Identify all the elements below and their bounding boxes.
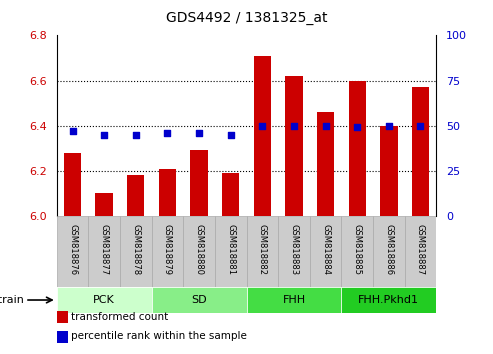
Text: GSM818878: GSM818878 [131, 224, 141, 275]
Bar [349, 81, 366, 216]
Point [258, 123, 266, 129]
Bar [120, 216, 152, 287]
Text: GSM818883: GSM818883 [289, 224, 298, 275]
Bar [57, 216, 88, 287]
Text: FHH.Pkhd1: FHH.Pkhd1 [358, 295, 420, 305]
Point [164, 130, 172, 136]
Bar [159, 169, 176, 216]
Bar [64, 153, 81, 216]
Text: GSM818887: GSM818887 [416, 224, 425, 275]
Text: GSM818877: GSM818877 [100, 224, 108, 275]
Text: strain: strain [0, 295, 25, 305]
Bar [412, 87, 429, 216]
Bar [57, 287, 152, 313]
Bar [222, 173, 240, 216]
Bar [341, 216, 373, 287]
Bar [373, 216, 405, 287]
Bar [405, 216, 436, 287]
Bar [183, 216, 215, 287]
Bar [317, 112, 334, 216]
Bar [246, 287, 341, 313]
Text: GSM818886: GSM818886 [385, 224, 393, 275]
Bar [253, 56, 271, 216]
Bar [310, 216, 341, 287]
Text: percentile rank within the sample: percentile rank within the sample [71, 331, 247, 341]
Text: GSM818885: GSM818885 [352, 224, 362, 275]
Bar [285, 76, 303, 216]
Bar [341, 287, 436, 313]
Point [69, 128, 76, 134]
Bar [380, 126, 397, 216]
Text: GSM818879: GSM818879 [163, 224, 172, 275]
Bar [278, 216, 310, 287]
Point [385, 123, 393, 129]
Point [321, 123, 329, 129]
Point [100, 132, 108, 138]
Text: GSM818884: GSM818884 [321, 224, 330, 275]
Point [417, 123, 424, 129]
Bar [246, 216, 278, 287]
Text: GSM818882: GSM818882 [258, 224, 267, 275]
Bar [88, 216, 120, 287]
Bar [96, 193, 113, 216]
Bar [215, 216, 246, 287]
Point [353, 125, 361, 130]
Point [290, 123, 298, 129]
Point [227, 132, 235, 138]
Text: SD: SD [191, 295, 207, 305]
Bar [190, 150, 208, 216]
Text: GSM818881: GSM818881 [226, 224, 235, 275]
Bar [127, 175, 144, 216]
Text: PCK: PCK [93, 295, 115, 305]
Point [132, 132, 140, 138]
Bar [152, 287, 246, 313]
Text: FHH: FHH [282, 295, 306, 305]
Text: GSM818880: GSM818880 [195, 224, 204, 275]
Text: transformed count: transformed count [71, 312, 169, 322]
Bar [152, 216, 183, 287]
Point [195, 130, 203, 136]
Text: GDS4492 / 1381325_at: GDS4492 / 1381325_at [166, 11, 327, 25]
Text: GSM818876: GSM818876 [68, 224, 77, 275]
